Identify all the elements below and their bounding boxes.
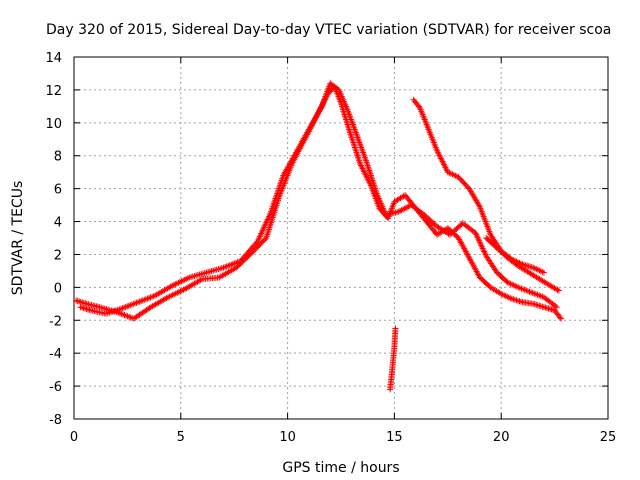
x-tick-label: 5 xyxy=(177,430,185,445)
series-track-2 xyxy=(77,80,560,317)
x-tick-label: 25 xyxy=(600,430,617,445)
y-axis-title: SDTVAR / TECUs xyxy=(10,181,26,296)
x-tick-label: 15 xyxy=(386,430,403,445)
y-tick-label: 4 xyxy=(54,216,62,231)
y-tick-label: -6 xyxy=(49,380,62,395)
y-tick-label: -4 xyxy=(49,347,62,362)
y-tick-label: 12 xyxy=(45,84,62,99)
x-axis-title: GPS time / hours xyxy=(282,460,399,476)
chart-title: Day 320 of 2015, Sidereal Day-to-day VTE… xyxy=(46,22,611,38)
y-tick-label: 2 xyxy=(54,248,62,263)
x-tick-label: 0 xyxy=(70,430,78,445)
data-series xyxy=(73,80,565,393)
y-tick-label: -2 xyxy=(49,314,62,329)
y-tick-label: 8 xyxy=(54,150,62,165)
series-track-1 xyxy=(73,83,565,322)
series-track-4 xyxy=(483,235,562,294)
y-tick-label: 0 xyxy=(54,281,62,296)
y-tick-label: 14 xyxy=(45,51,62,66)
series-track-5 xyxy=(387,325,399,393)
x-tick-label: 20 xyxy=(493,430,510,445)
y-tick-label: 10 xyxy=(45,117,62,132)
y-tick-label: 6 xyxy=(54,183,62,198)
y-tick-label: -8 xyxy=(49,413,62,428)
series-track-3 xyxy=(410,96,547,276)
plot-frame xyxy=(73,56,609,420)
x-tick-label: 10 xyxy=(279,430,296,445)
axis-ticks: 0 5 10 15 20 25 -8 -6 -4 -2 0 2 4 6 8 10 12 14 xyxy=(45,51,616,445)
